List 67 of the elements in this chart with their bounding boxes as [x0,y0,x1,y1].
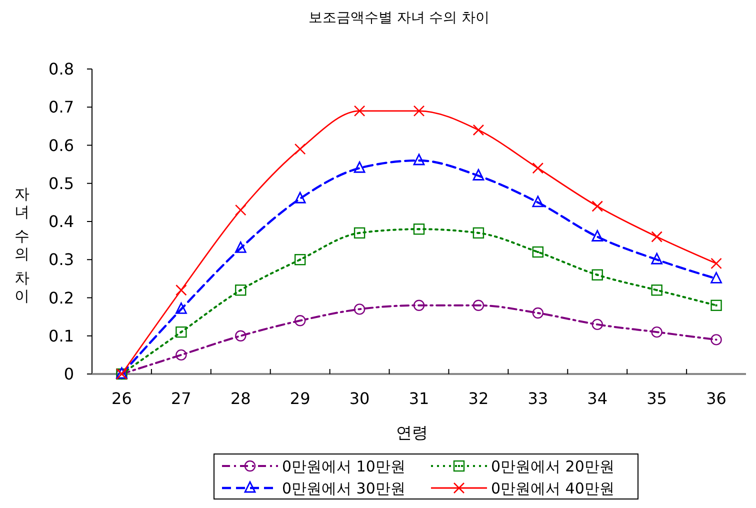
point [354,161,366,173]
point [294,315,306,326]
x-tick-label: 30 [349,389,370,408]
point [532,196,544,208]
point [592,200,604,212]
x-tick-label: 28 [230,389,251,408]
y-tick-label: 0 [64,364,74,384]
point [354,105,366,117]
y-tick-label: 0.7 [48,98,74,117]
y-tick-label: 0.6 [48,136,74,155]
y-tick-label: 0.1 [48,326,74,346]
point [294,254,306,266]
point [176,326,187,338]
point [234,204,246,216]
point [710,300,722,311]
y-tick-label: 0.8 [48,60,74,79]
point [235,284,246,296]
point [354,227,366,239]
point [592,230,604,242]
point [472,300,484,311]
x-tick-label: 34 [587,389,608,408]
y-tick-label: 0.2 [48,288,74,308]
point [413,300,425,311]
legend-label: 0만원에서 20만원 [491,457,614,476]
legend-label: 0만원에서 10만원 [282,457,406,476]
point [651,284,662,296]
x-tick-label: 29 [290,389,310,408]
point [175,302,187,314]
point [592,318,603,330]
point [472,124,484,136]
legend-label: 0만원에서 40만원 [491,479,614,498]
point [532,307,544,319]
point [592,269,603,280]
point [413,154,425,166]
x-tick-label: 31 [408,389,430,408]
point [710,258,722,270]
point [354,304,366,315]
point [234,241,246,253]
y-tick-label: 0.4 [48,212,74,232]
point [176,349,187,361]
point [651,252,663,264]
x-tick-label: 26 [112,389,132,408]
point [710,272,722,284]
x-tick-label: 27 [171,389,192,408]
point [532,246,544,258]
point [294,143,306,155]
y-tick-label: 0.5 [48,174,74,193]
x-tick-label: 35 [646,389,667,408]
chart-title: 보조금액수별 자녀 수의 차이 [308,10,490,26]
x-tick-label: 32 [468,389,489,408]
x-axis-title: 연령 [396,423,428,442]
point [651,326,662,338]
point [472,169,484,180]
x-tick-label: 33 [528,389,548,408]
y-axis-title: 자녀 수의 차이 [14,185,30,305]
point [651,231,662,242]
x-tick-label: 36 [706,389,726,408]
point [235,330,246,342]
point [176,284,187,296]
point [472,227,484,239]
point [294,192,306,204]
point [710,334,722,346]
point [413,224,425,235]
y-tick-label: 0.3 [48,250,74,270]
point [532,162,544,174]
legend-label: 0만원에서 30만원 [282,479,406,498]
point [413,105,425,117]
